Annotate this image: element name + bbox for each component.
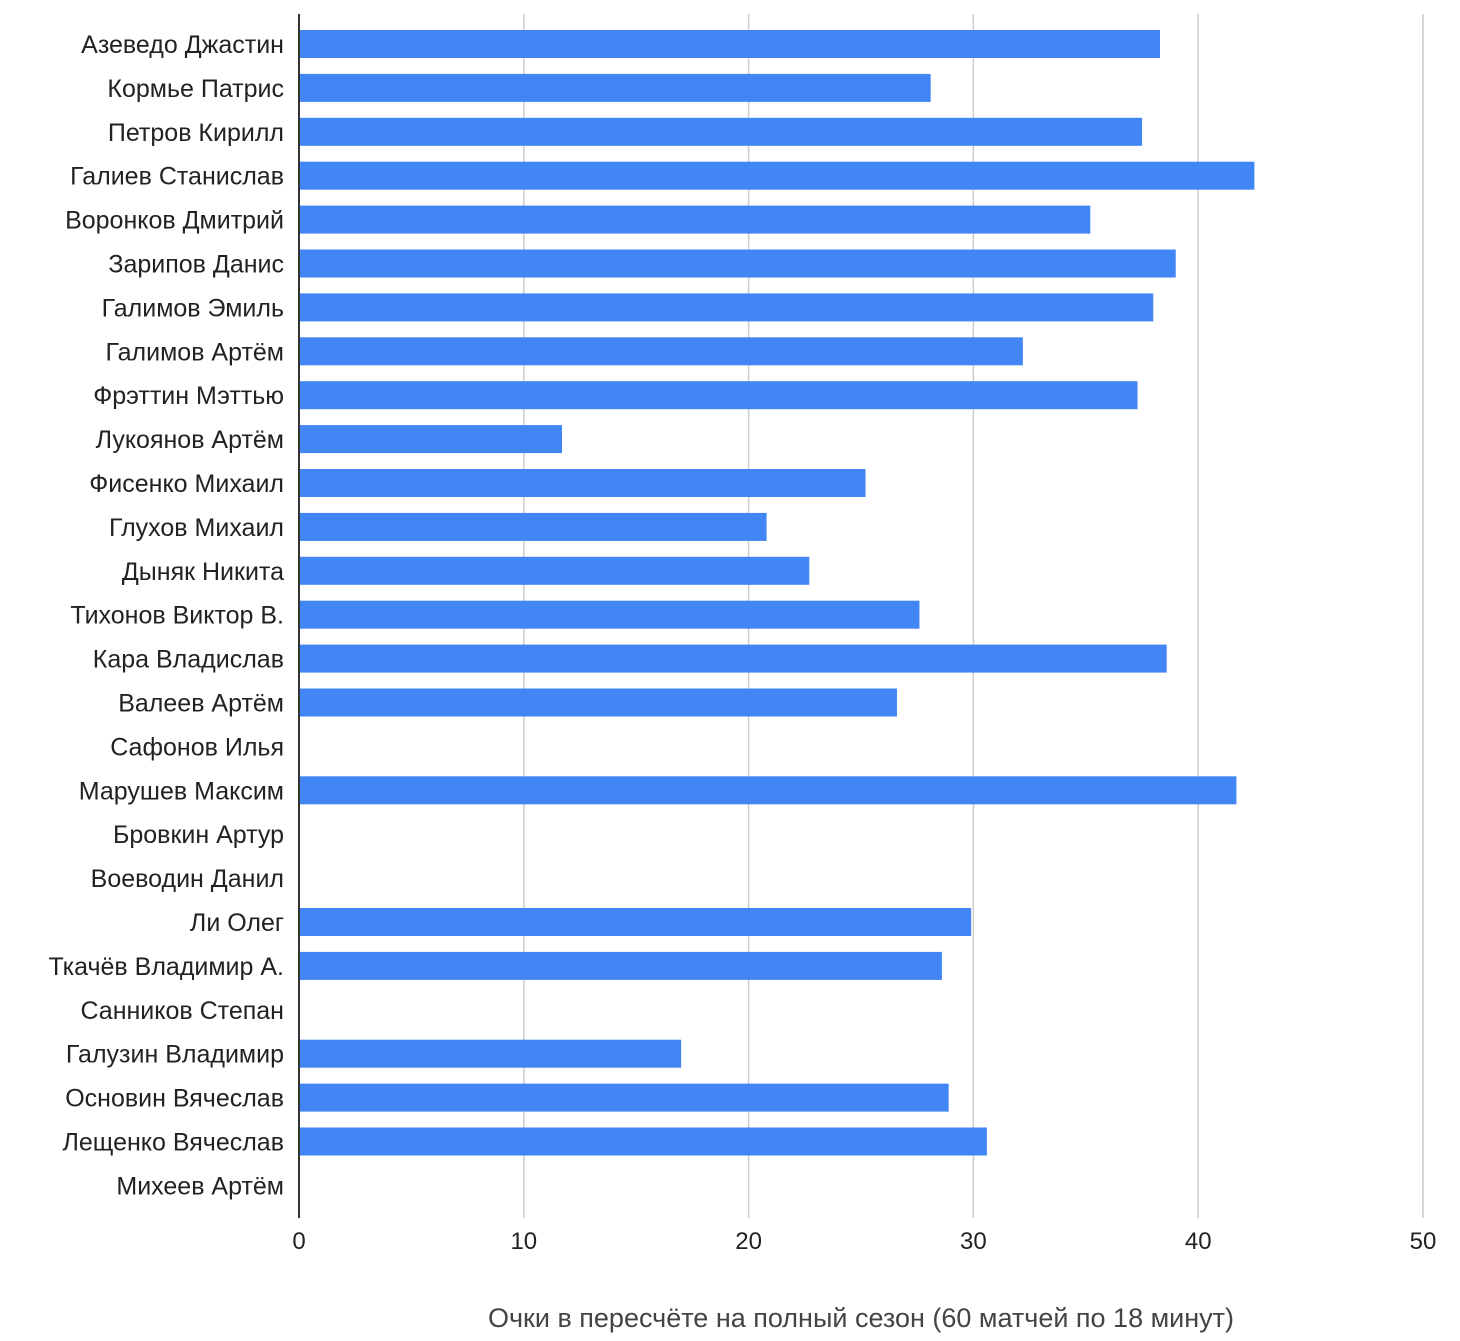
category-label: Галузин Владимир bbox=[66, 1041, 284, 1069]
category-label: Основин Вячеслав bbox=[65, 1085, 284, 1113]
category-label: Фисенко Михаил bbox=[89, 470, 284, 498]
bar bbox=[300, 1127, 987, 1156]
category-label: Сафонов Илья bbox=[110, 733, 284, 761]
bar bbox=[300, 337, 1023, 366]
category-labels: Азеведо Джастин Кормье Патрис Петров Кирил… bbox=[48, 31, 284, 1200]
x-tick-label: 30 bbox=[960, 1228, 987, 1255]
category-label: Кормье Патрис bbox=[107, 75, 284, 103]
bar bbox=[300, 161, 1255, 190]
category-label: Зарипов Данис bbox=[108, 251, 284, 279]
bar bbox=[300, 776, 1237, 805]
bar bbox=[300, 688, 897, 717]
bar bbox=[300, 469, 866, 497]
bar bbox=[300, 644, 1167, 673]
category-label: Марушев Максим bbox=[79, 777, 284, 805]
bar bbox=[300, 117, 1142, 146]
category-label: Лещенко Вячеслав bbox=[62, 1129, 284, 1157]
category-label: Кара Владислав bbox=[93, 646, 284, 674]
bar bbox=[300, 556, 810, 585]
x-tick-label: 50 bbox=[1410, 1228, 1437, 1255]
category-label: Лукоянов Артём bbox=[96, 426, 284, 454]
category-label: Ли Олег bbox=[190, 909, 284, 937]
x-axis-title: Очки в пересчёте на полный сезон (60 мат… bbox=[488, 1303, 1234, 1333]
category-label: Тихонов Виктор В. bbox=[70, 602, 284, 630]
bar bbox=[300, 951, 942, 980]
category-label: Галимов Артём bbox=[106, 338, 284, 366]
bar bbox=[300, 512, 767, 541]
bar bbox=[300, 205, 1091, 234]
x-tick-labels: 0 10 20 30 40 50 bbox=[292, 1228, 1436, 1255]
category-label: Азеведо Джастин bbox=[81, 31, 284, 59]
category-label: Воеводин Данил bbox=[91, 865, 284, 893]
bars-layer bbox=[300, 30, 1255, 1156]
bar bbox=[300, 908, 972, 936]
bar bbox=[300, 1083, 949, 1112]
category-label: Петров Кирилл bbox=[108, 119, 284, 147]
category-label: Михеев Артём bbox=[116, 1172, 284, 1200]
bar bbox=[300, 600, 920, 629]
bar bbox=[300, 73, 931, 102]
x-tick-label: 20 bbox=[735, 1228, 762, 1255]
category-label: Ткачёв Владимир А. bbox=[48, 953, 284, 981]
bar bbox=[300, 293, 1154, 322]
x-tick-label: 0 bbox=[292, 1228, 305, 1255]
category-label: Галиев Станислав bbox=[70, 163, 284, 191]
bar bbox=[300, 381, 1138, 410]
category-label: Валеев Артём bbox=[118, 690, 284, 718]
x-tick-label: 10 bbox=[510, 1228, 537, 1255]
category-label: Глухов Михаил bbox=[109, 514, 284, 542]
category-label: Воронков Дмитрий bbox=[65, 207, 284, 235]
x-tick-label: 40 bbox=[1185, 1228, 1212, 1255]
bar bbox=[300, 425, 563, 454]
category-label: Дыняк Никита bbox=[122, 558, 284, 586]
category-label: Галимов Эмиль bbox=[102, 294, 284, 322]
category-label: Санников Степан bbox=[80, 997, 284, 1025]
category-label: Бровкин Артур bbox=[113, 821, 284, 849]
bar bbox=[300, 1039, 682, 1068]
bar bbox=[300, 30, 1160, 58]
category-label: Фрэттин Мэттью bbox=[93, 382, 284, 410]
bar bbox=[300, 249, 1176, 278]
